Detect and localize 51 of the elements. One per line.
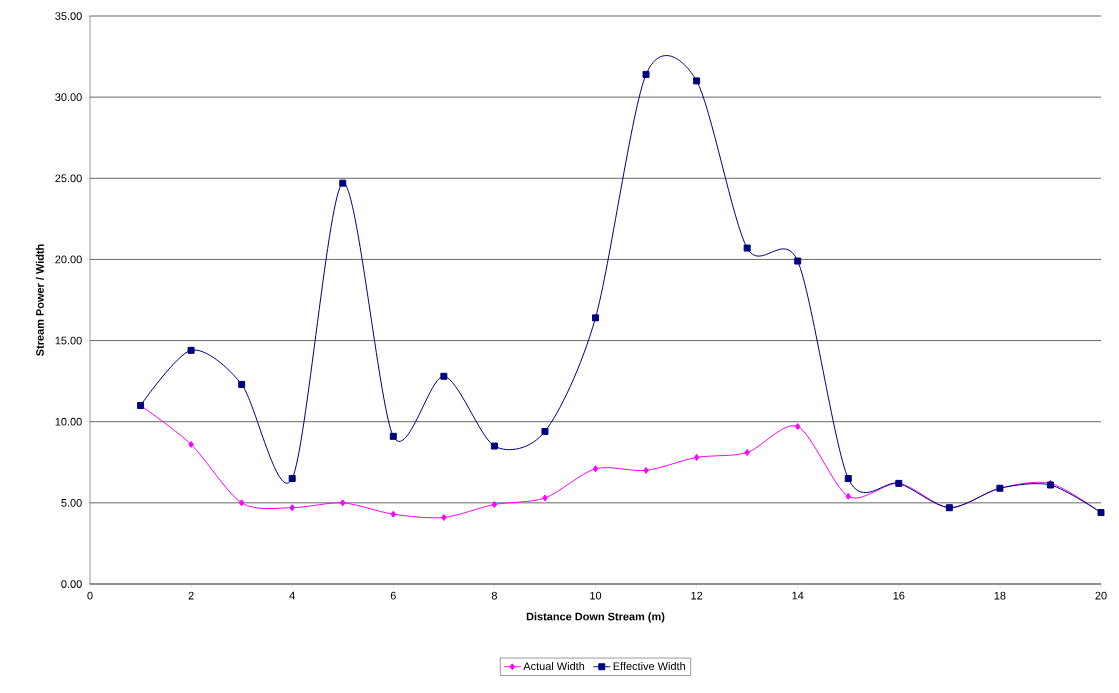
point bbox=[844, 475, 852, 482]
point bbox=[592, 465, 599, 473]
point bbox=[441, 513, 447, 521]
y-tick-label: 0.00 bbox=[61, 580, 82, 588]
point bbox=[744, 449, 750, 457]
point bbox=[340, 499, 346, 507]
x-tick-label: 4 bbox=[289, 591, 295, 600]
x-tick-label: 2 bbox=[188, 591, 194, 600]
point bbox=[339, 179, 347, 187]
point bbox=[743, 244, 751, 252]
point bbox=[693, 453, 700, 461]
point bbox=[390, 510, 397, 518]
x-tick-label: 20 bbox=[1095, 591, 1107, 600]
x-tick-label: 12 bbox=[691, 591, 703, 600]
y-tick-label: 30.00 bbox=[55, 93, 82, 102]
y-tick-label: 10.00 bbox=[55, 417, 82, 426]
point bbox=[288, 475, 296, 482]
point bbox=[187, 346, 195, 354]
y-tick-label: 5.00 bbox=[61, 498, 82, 507]
point bbox=[794, 257, 802, 265]
y-tick-label: 20.00 bbox=[55, 255, 82, 264]
point bbox=[642, 70, 650, 78]
y-tick-label: 35.00 bbox=[55, 12, 82, 20]
point bbox=[643, 466, 649, 474]
y-axis-title: Stream Power / Width bbox=[35, 244, 44, 356]
legend-label: Actual Width bbox=[523, 662, 585, 671]
point bbox=[491, 500, 498, 508]
point bbox=[238, 380, 246, 388]
point bbox=[693, 77, 701, 85]
point bbox=[845, 492, 851, 500]
x-tick-label: 14 bbox=[792, 591, 804, 600]
x-tick-label: 16 bbox=[893, 591, 905, 600]
point bbox=[542, 494, 548, 502]
x-axis-title: Distance Down Stream (m) bbox=[526, 612, 665, 623]
y-tick-label: 25.00 bbox=[55, 174, 82, 183]
point bbox=[289, 504, 295, 512]
point bbox=[238, 499, 245, 507]
point bbox=[794, 423, 801, 431]
y-tick-label: 15.00 bbox=[55, 336, 82, 345]
legend-label: Effective Width bbox=[613, 662, 685, 671]
point bbox=[188, 440, 194, 448]
x-tick-label: 18 bbox=[994, 591, 1006, 600]
x-tick-label: 6 bbox=[390, 591, 396, 600]
x-tick-label: 8 bbox=[491, 591, 497, 600]
x-tick-label: 10 bbox=[590, 591, 602, 600]
point bbox=[592, 314, 599, 322]
point bbox=[490, 442, 498, 450]
point bbox=[389, 432, 397, 440]
x-tick-label: 0 bbox=[87, 591, 93, 600]
point bbox=[440, 372, 448, 380]
point bbox=[541, 427, 549, 435]
